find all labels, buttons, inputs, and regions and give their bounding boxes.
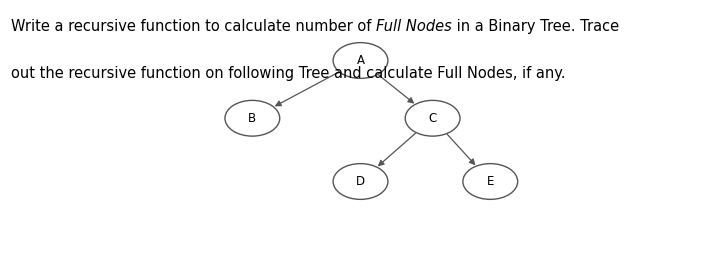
Ellipse shape	[463, 164, 518, 199]
Text: C: C	[428, 112, 437, 125]
Text: A: A	[356, 54, 365, 67]
Text: Write a recursive function to calculate number of: Write a recursive function to calculate …	[11, 19, 376, 34]
Text: E: E	[487, 175, 494, 188]
Text: D: D	[356, 175, 365, 188]
Ellipse shape	[225, 100, 280, 136]
Text: B: B	[248, 112, 257, 125]
Ellipse shape	[333, 43, 388, 78]
Text: out the recursive function on following Tree and calculate Full Nodes, if any.: out the recursive function on following …	[11, 66, 565, 81]
Ellipse shape	[405, 100, 460, 136]
Text: in a Binary Tree. Trace: in a Binary Tree. Trace	[451, 19, 619, 34]
Text: Full Nodes: Full Nodes	[376, 19, 451, 34]
Ellipse shape	[333, 164, 388, 199]
